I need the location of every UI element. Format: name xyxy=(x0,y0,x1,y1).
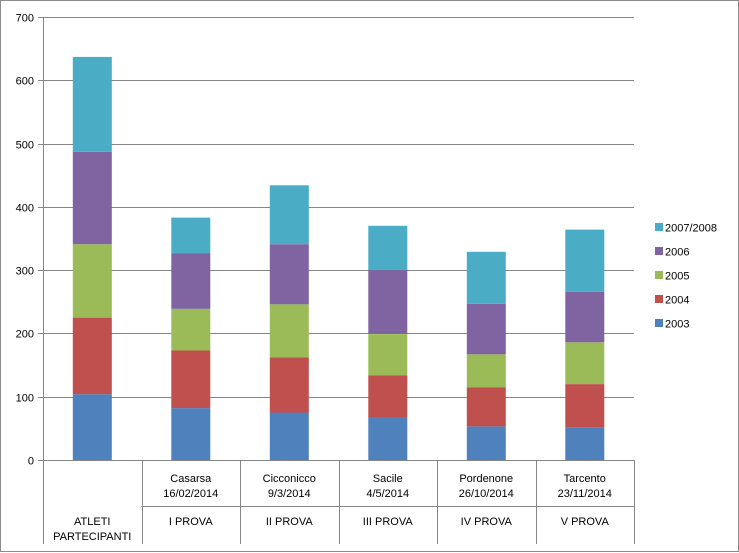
y-tick-label: 300 xyxy=(16,266,34,278)
bar-segment xyxy=(269,412,309,460)
bar-segment xyxy=(269,244,309,305)
legend-swatch xyxy=(655,247,663,255)
category-group-label: PARTECIPANTI xyxy=(53,531,131,543)
bar-segment xyxy=(171,217,211,253)
y-tick-label: 100 xyxy=(16,393,34,405)
legend: 2007/2008 2006 2005 2004 2003 xyxy=(655,223,717,331)
bar-segment xyxy=(466,426,506,460)
y-axis-tick-labels: 0 100 200 300 400 500 600 700 xyxy=(16,13,34,468)
category-date-label: 9/3/2014 xyxy=(268,488,311,500)
bar-segment xyxy=(368,417,408,460)
bar-segment xyxy=(368,225,408,271)
bar-segment xyxy=(565,342,605,385)
legend-label: 2006 xyxy=(665,247,689,259)
y-tick-label: 500 xyxy=(16,140,34,152)
bar-segment xyxy=(72,244,112,318)
bar-segment xyxy=(368,334,408,376)
bar-segment xyxy=(368,375,408,417)
legend-label: 2003 xyxy=(665,319,689,331)
category-group-label: IV PROVA xyxy=(461,516,513,528)
bar-segment xyxy=(466,303,506,355)
legend-label: 2005 xyxy=(665,271,689,283)
bar-segment xyxy=(171,408,211,460)
y-tick-label: 400 xyxy=(16,203,34,215)
bar-segment xyxy=(72,151,112,245)
category-label: Cicconicco xyxy=(263,473,316,485)
category-date-label: 26/10/2014 xyxy=(459,488,514,500)
bar-segment xyxy=(565,427,605,460)
legend-swatch xyxy=(655,223,663,231)
category-label: Sacile xyxy=(373,473,403,485)
y-tick-label: 600 xyxy=(16,76,34,88)
bar-segment xyxy=(565,229,605,292)
bar-segment xyxy=(72,317,112,395)
bar-segment xyxy=(466,387,506,427)
category-date-label: 4/5/2014 xyxy=(366,488,409,500)
category-label: Pordenone xyxy=(459,473,513,485)
bar-segment xyxy=(565,384,605,428)
category-date-label: 16/02/2014 xyxy=(163,488,218,500)
legend-swatch xyxy=(655,295,663,303)
bar-segment xyxy=(72,394,112,460)
bar-segment xyxy=(171,308,211,351)
bar-segment xyxy=(368,270,408,334)
y-tick-label: 700 xyxy=(16,13,34,25)
bar-segment xyxy=(466,251,506,304)
bar-segment xyxy=(171,350,211,409)
category-date-label: 23/11/2014 xyxy=(558,488,612,500)
bar-segment xyxy=(269,357,309,413)
gridlines xyxy=(43,17,634,398)
bar-segment xyxy=(269,185,309,245)
category-group-label: II PROVA xyxy=(266,516,314,528)
category-label: Tarcento xyxy=(564,473,606,485)
legend-swatch xyxy=(655,319,663,327)
bar-segment xyxy=(269,304,309,358)
bar-segment xyxy=(72,56,112,152)
bar-segment xyxy=(466,354,506,388)
category-group-label: V PROVA xyxy=(561,516,610,528)
bar-stacks xyxy=(72,56,605,460)
legend-label: 2007/2008 xyxy=(665,223,717,235)
category-group-label: ATLETI xyxy=(74,516,110,528)
y-tick-label: 200 xyxy=(16,329,34,341)
category-label: Casarsa xyxy=(170,473,212,485)
bar-segment xyxy=(565,291,605,343)
legend-label: 2004 xyxy=(665,295,689,307)
category-group-label: I PROVA xyxy=(169,516,213,528)
axes xyxy=(38,17,634,461)
y-tick-label: 0 xyxy=(28,456,34,468)
legend-swatch xyxy=(655,271,663,279)
category-group-label: III PROVA xyxy=(363,516,414,528)
category-table: ATLETI PARTECIPANTI Casarsa 16/02/2014 I PRO… xyxy=(43,460,635,544)
bar-segment xyxy=(171,253,211,309)
